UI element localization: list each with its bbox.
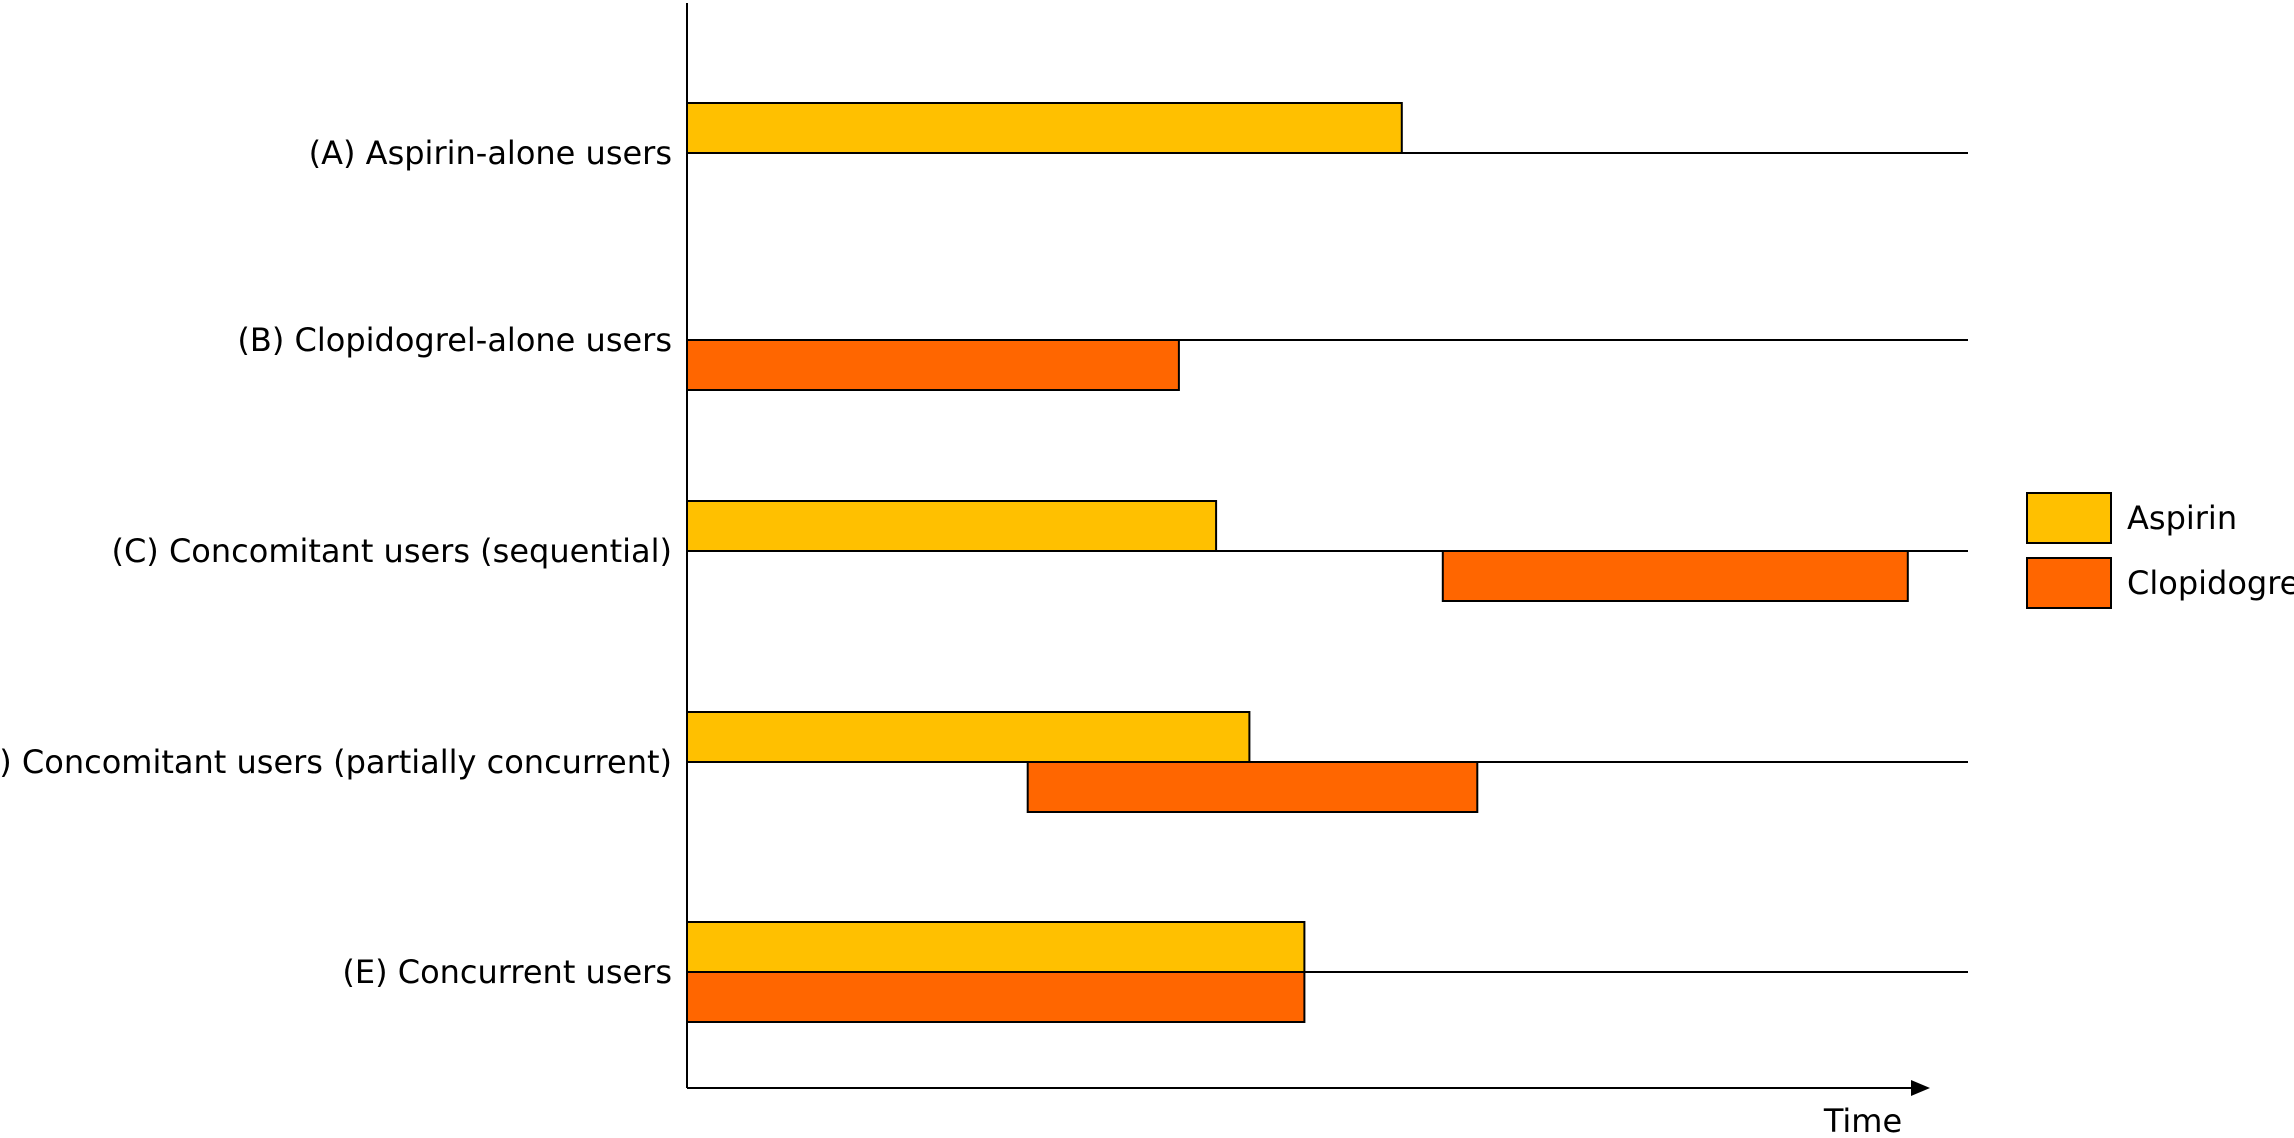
row-e: (E) Concurrent users [342, 921, 1968, 1023]
aspirin-exposure-bar [686, 500, 1218, 552]
row-c: (C) Concomitant users (sequential) [111, 500, 1968, 602]
aspirin-exposure-bar [686, 921, 1306, 973]
row-d: (D) Concomitant users (partially concurr… [0, 711, 1968, 813]
legend-label-aspirin: Aspirin [2127, 499, 2237, 537]
legend-swatch-aspirin [2026, 492, 2112, 544]
time-axis-label: Time [1823, 1102, 1902, 1138]
row-a: (A) Aspirin-alone users [309, 102, 1968, 172]
row-label: (A) Aspirin-alone users [309, 134, 672, 172]
time-axis-arrowhead [1911, 1080, 1930, 1096]
clopidogrel-exposure-bar [1026, 761, 1479, 813]
row-label: (C) Concomitant users (sequential) [111, 532, 672, 570]
exposure-rows: (A) Aspirin-alone users (B) Clopidogrel-a… [0, 102, 1968, 1023]
clopidogrel-exposure-bar [1441, 550, 1909, 602]
aspirin-exposure-bar [686, 711, 1251, 763]
clopidogrel-exposure-bar [686, 971, 1306, 1023]
row-label: (B) Clopidogrel-alone users [237, 321, 672, 359]
legend: Aspirin Clopidogrel [2026, 492, 2294, 609]
row-label: (D) Concomitant users (partially concurr… [0, 743, 672, 781]
row-b: (B) Clopidogrel-alone users [237, 321, 1968, 391]
legend-label-clopidogrel: Clopidogrel [2127, 564, 2294, 602]
clopidogrel-exposure-bar [686, 339, 1180, 391]
legend-swatch-clopidogrel [2026, 557, 2112, 609]
axes: Time [686, 3, 1930, 1138]
row-label: (E) Concurrent users [342, 953, 672, 991]
aspirin-exposure-bar [686, 102, 1403, 154]
